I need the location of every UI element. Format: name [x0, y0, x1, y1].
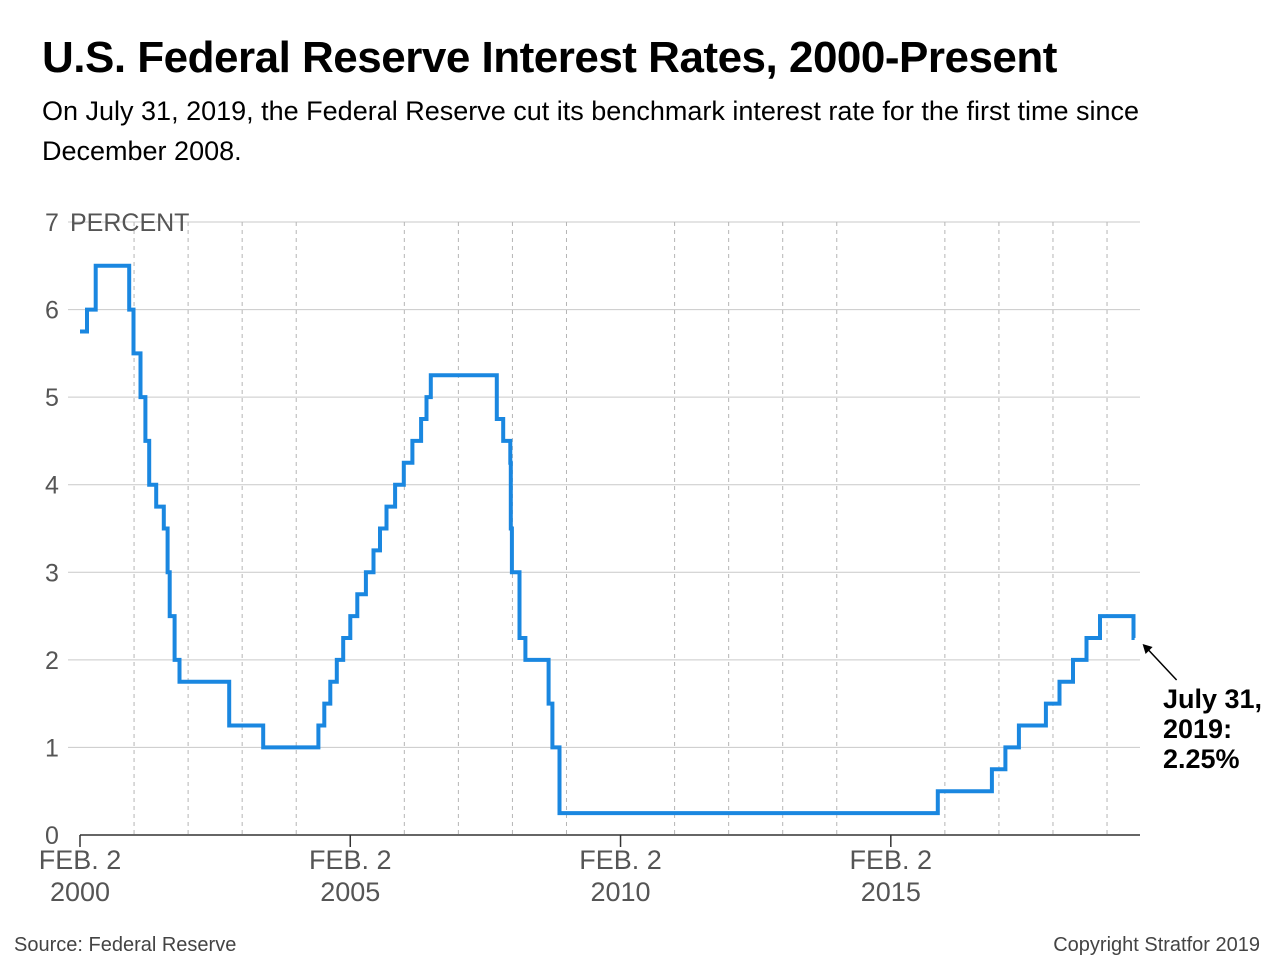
chart-title: U.S. Federal Reserve Interest Rates, 200…	[42, 33, 1057, 82]
series-layer	[80, 263, 1136, 816]
x-tick-label: FEB. 2	[850, 845, 933, 875]
y-axis-unit-label: PERCENT	[70, 209, 189, 237]
annotation-arrow-line	[1147, 648, 1178, 681]
rate-series-line	[80, 263, 1136, 816]
y-tick-label: 3	[45, 559, 59, 587]
y-tick-label: 7	[45, 209, 59, 237]
annotation-label: 2.25%	[1163, 744, 1240, 774]
gridlines	[68, 221, 1140, 835]
x-tick-label: FEB. 2	[309, 845, 392, 875]
x-tick-label: 2005	[320, 877, 380, 907]
source-note: Source: Federal Reserve	[14, 934, 237, 956]
y-tick-label: 2	[45, 647, 59, 675]
annotation-label: July 31,	[1163, 684, 1262, 714]
copyright-note: Copyright Stratfor 2019	[1053, 934, 1260, 956]
x-tick-label: 2015	[861, 877, 921, 907]
annotation: July 31,2019:2.25%	[1142, 643, 1262, 774]
y-tick-label: 4	[45, 472, 59, 500]
annotation-label: 2019:	[1163, 714, 1232, 744]
x-tick-label: 2010	[591, 877, 651, 907]
annotation-arrowhead	[1142, 643, 1153, 654]
x-tick-label: FEB. 2	[579, 845, 662, 875]
y-tick-label: 6	[45, 297, 59, 325]
y-tick-label: 1	[45, 734, 59, 762]
x-tick-label: 2000	[50, 877, 110, 907]
y-tick-label: 5	[45, 384, 59, 412]
y-tick-label: 0	[45, 822, 59, 850]
chart-subtitle: On July 31, 2019, the Federal Reserve cu…	[42, 96, 1139, 166]
x-tick-label: FEB. 2	[39, 845, 122, 875]
